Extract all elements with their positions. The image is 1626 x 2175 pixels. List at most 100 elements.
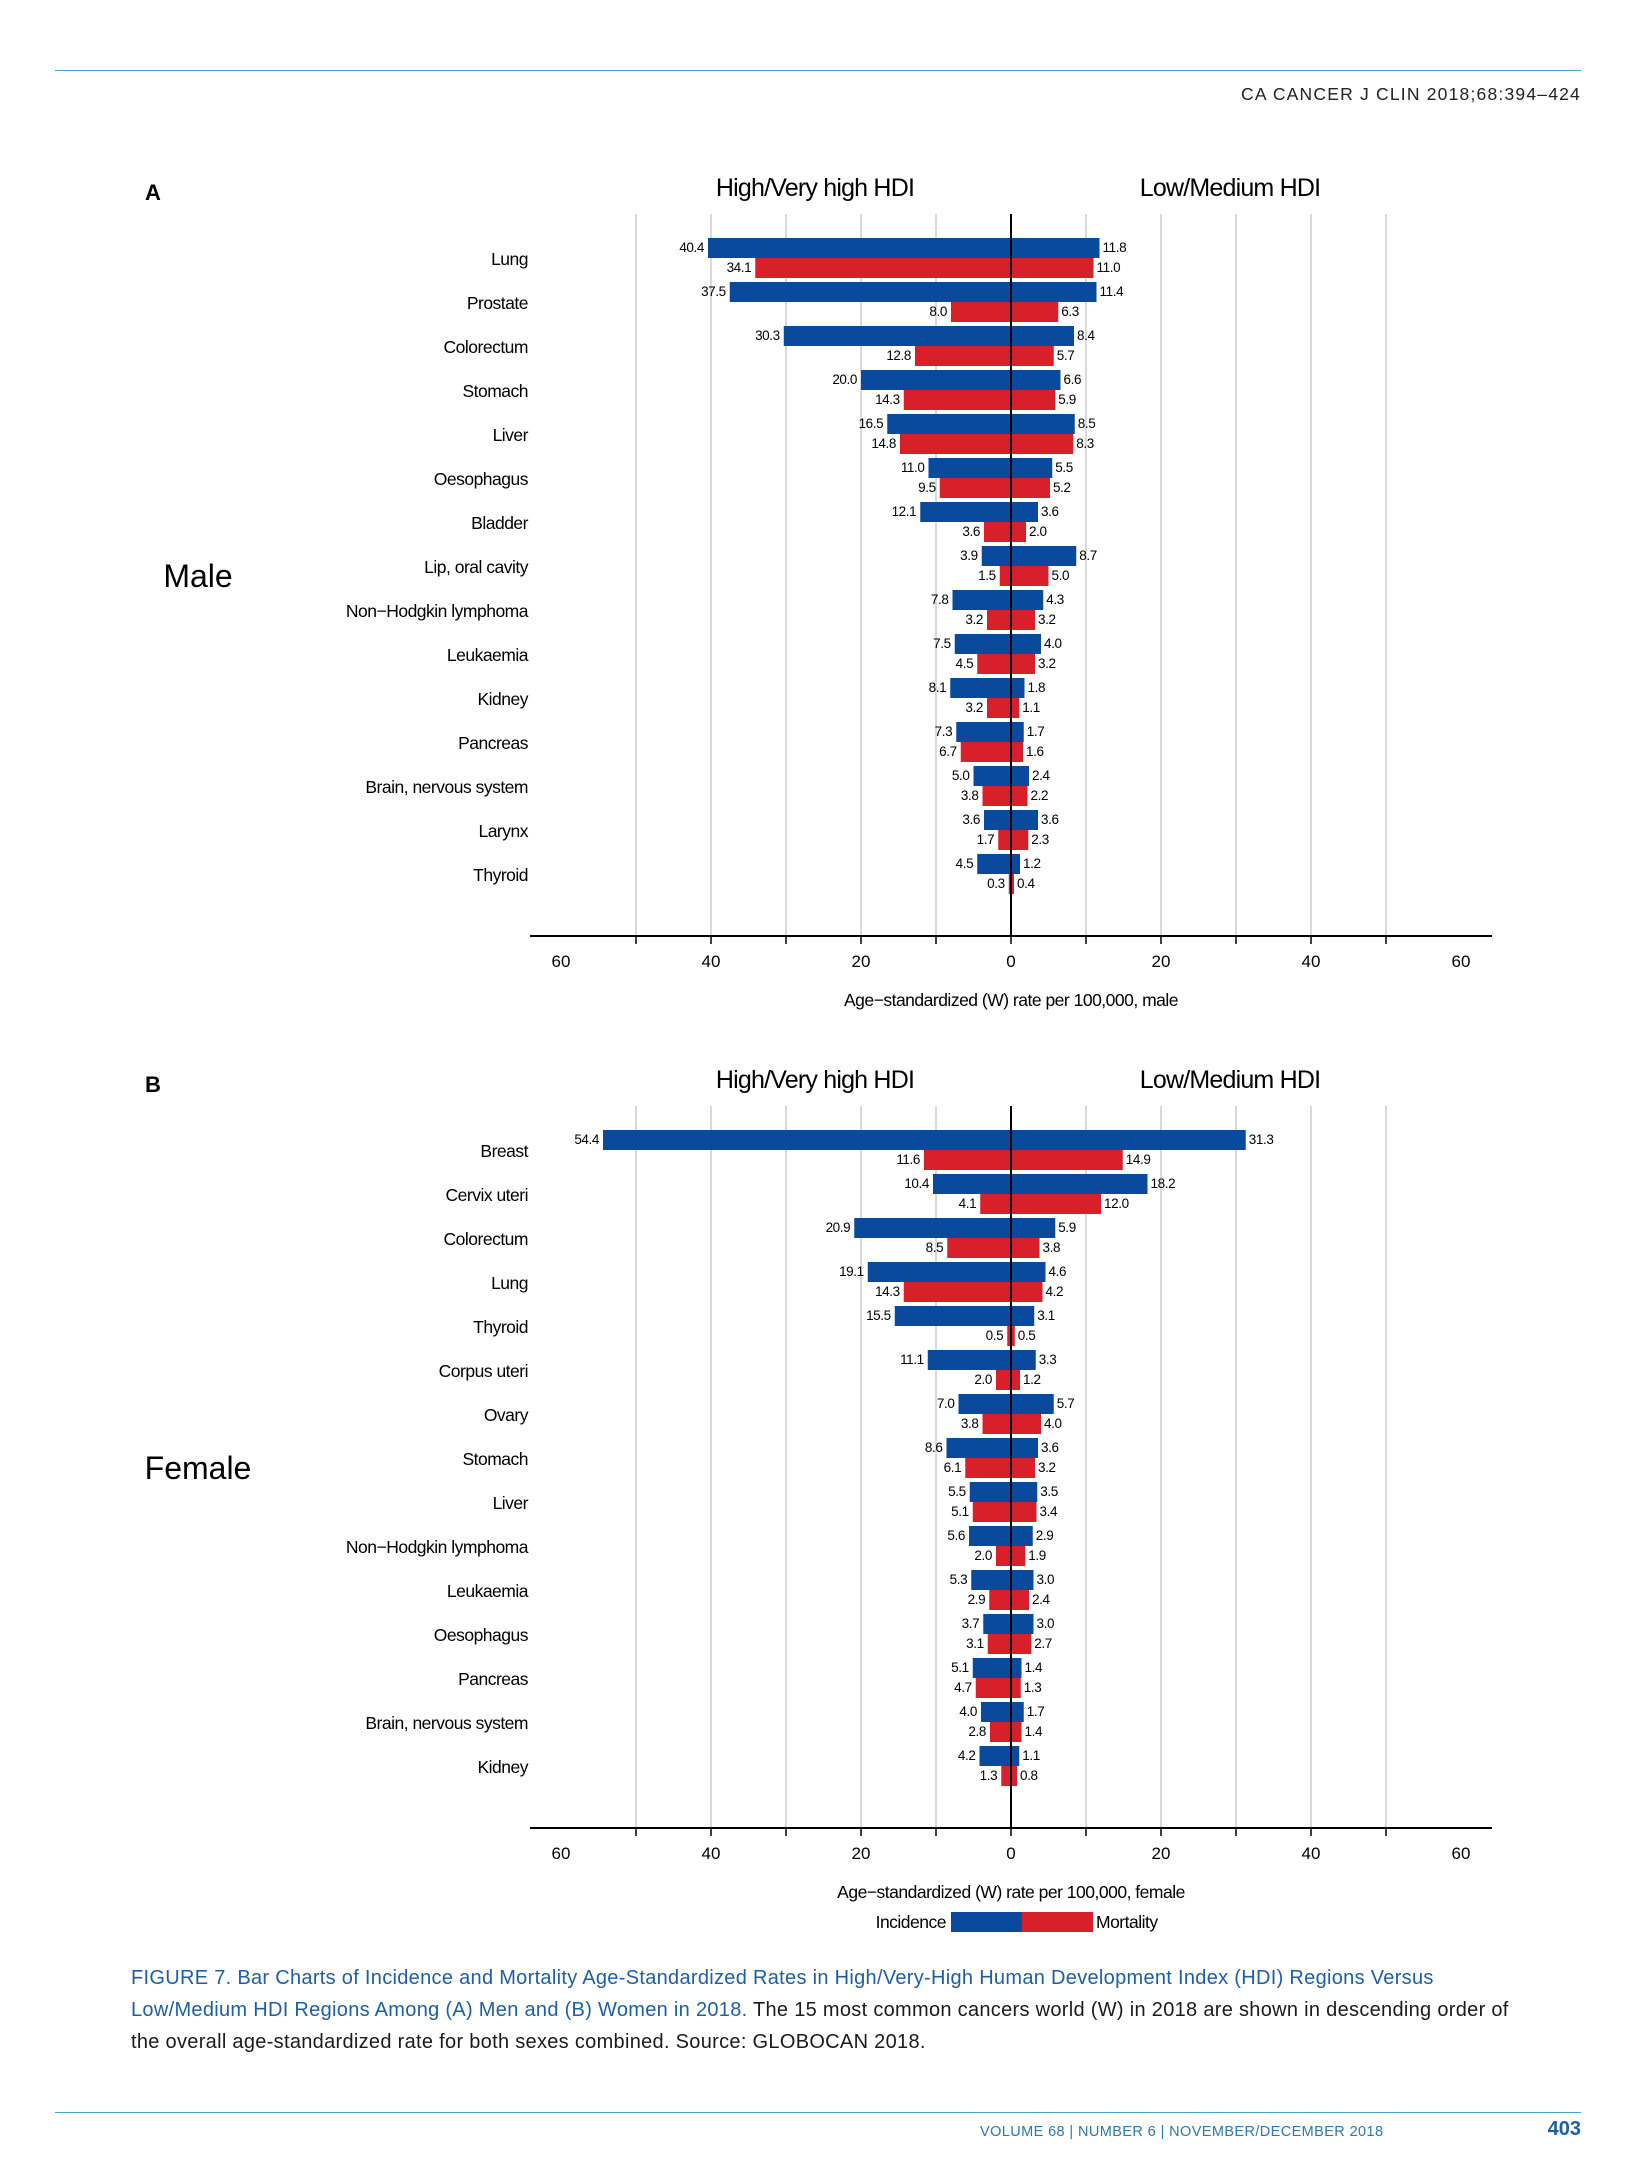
data-label: 6.7: [939, 744, 957, 759]
bar-incidence-high-hdi: [933, 1174, 1011, 1194]
data-label: 3.2: [965, 700, 983, 715]
data-label: 8.0: [929, 304, 947, 319]
data-label: 7.5: [933, 636, 951, 651]
x-axis-label: Age−standardized (W) rate per 100,000, f…: [837, 1882, 1185, 1902]
bar-mortality-high-hdi: [996, 1370, 1011, 1390]
bar-mortality-high-hdi: [980, 1194, 1011, 1214]
data-label: 8.4: [1077, 328, 1095, 343]
bar-incidence-high-hdi: [984, 810, 1011, 830]
data-label: 12.0: [1104, 1196, 1129, 1211]
bar-incidence-low-hdi: [1011, 1658, 1022, 1678]
bar-incidence-high-hdi: [956, 722, 1011, 742]
bar-mortality-high-hdi: [972, 1502, 1011, 1522]
bar-mortality-low-hdi: [1011, 258, 1094, 278]
data-label: 6.1: [944, 1460, 962, 1475]
data-label: 3.8: [961, 788, 979, 803]
data-label: 11.0: [1097, 260, 1121, 275]
bar-mortality-high-hdi: [989, 1590, 1011, 1610]
data-label: 4.5: [956, 856, 974, 871]
bar-mortality-high-hdi: [982, 1414, 1011, 1434]
bar-mortality-low-hdi: [1011, 654, 1035, 674]
bar-mortality-low-hdi: [1011, 478, 1050, 498]
category-label: Brain, nervous system: [365, 1713, 528, 1733]
data-label: 20.0: [832, 372, 857, 387]
sex-label: Male: [163, 558, 232, 594]
data-label: 12.8: [886, 348, 911, 363]
data-label: 1.1: [1022, 1748, 1040, 1763]
data-label: 3.6: [962, 524, 980, 539]
bar-incidence-high-hdi: [971, 1570, 1011, 1590]
tick-label: 0: [1006, 1844, 1015, 1863]
bar-incidence-high-hdi: [729, 282, 1011, 302]
bar-mortality-low-hdi: [1011, 1150, 1123, 1170]
bar-mortality-low-hdi: [1011, 1458, 1035, 1478]
bar-mortality-low-hdi: [1011, 1546, 1026, 1566]
tick-label: 60: [552, 1844, 571, 1863]
bar-mortality-high-hdi: [1001, 1766, 1011, 1786]
tick-label: 20: [852, 952, 871, 971]
data-label: 4.0: [959, 1704, 977, 1719]
data-label: 3.3: [1039, 1352, 1057, 1367]
bar-incidence-low-hdi: [1011, 1130, 1246, 1150]
x-axis-label: Age−standardized (W) rate per 100,000, m…: [844, 990, 1178, 1010]
data-label: 3.7: [962, 1616, 980, 1631]
bar-incidence-low-hdi: [1011, 678, 1025, 698]
tick-label: 60: [1452, 1844, 1471, 1863]
bar-mortality-low-hdi: [1011, 1282, 1043, 1302]
data-label: 5.6: [947, 1528, 965, 1543]
data-label: 20.9: [826, 1220, 851, 1235]
tick-label: 40: [702, 1844, 721, 1863]
bar-incidence-low-hdi: [1011, 590, 1044, 610]
data-label: 2.9: [1036, 1528, 1054, 1543]
caption-title: FIGURE 7. Bar Charts of Incidence and Mo…: [131, 1967, 1434, 2021]
category-label: Thyroid: [473, 865, 528, 885]
bar-mortality-high-hdi: [987, 610, 1011, 630]
bar-incidence-low-hdi: [1011, 810, 1038, 830]
data-label: 8.5: [1078, 416, 1096, 431]
page-number: 403: [1547, 2118, 1581, 2140]
data-label: 6.3: [1061, 304, 1079, 319]
data-label: 1.6: [1026, 744, 1044, 759]
category-label: Breast: [480, 1141, 528, 1161]
bar-incidence-low-hdi: [1011, 1746, 1020, 1766]
footer-rule: [55, 2112, 1581, 2113]
data-label: 0.5: [986, 1328, 1004, 1343]
bar-incidence-high-hdi: [854, 1218, 1011, 1238]
bar-mortality-high-hdi: [947, 1238, 1011, 1258]
tick-label: 40: [1302, 1844, 1321, 1863]
bar-incidence-high-hdi: [928, 458, 1011, 478]
bar-mortality-low-hdi: [1011, 1590, 1029, 1610]
data-label: 4.2: [1046, 1284, 1064, 1299]
bar-mortality-low-hdi: [1011, 874, 1014, 894]
data-label: 5.3: [950, 1572, 968, 1587]
data-label: 1.3: [980, 1768, 998, 1783]
bar-incidence-high-hdi: [708, 238, 1011, 258]
bar-incidence-high-hdi: [894, 1306, 1011, 1326]
bar-incidence-low-hdi: [1011, 854, 1020, 874]
bar-incidence-low-hdi: [1011, 1218, 1056, 1238]
data-label: 3.0: [1037, 1616, 1055, 1631]
category-label: Pancreas: [458, 1669, 529, 1689]
data-label: 5.9: [1058, 1220, 1076, 1235]
category-label: Stomach: [462, 1449, 528, 1469]
bar-mortality-high-hdi: [951, 302, 1011, 322]
category-label: Leukaemia: [447, 645, 529, 665]
data-label: 3.6: [1041, 504, 1059, 519]
bar-incidence-high-hdi: [783, 326, 1011, 346]
bar-incidence-high-hdi: [603, 1130, 1011, 1150]
data-label: 3.6: [962, 812, 980, 827]
category-label: Colorectum: [444, 1229, 528, 1249]
left-region-title: High/Very high HDI: [716, 1066, 914, 1094]
data-label: 1.7: [1027, 724, 1045, 739]
bar-mortality-high-hdi: [755, 258, 1011, 278]
data-label: 3.1: [1037, 1308, 1055, 1323]
data-label: 8.7: [1079, 548, 1097, 563]
data-label: 1.5: [978, 568, 996, 583]
data-label: 4.6: [1049, 1264, 1067, 1279]
data-label: 5.1: [951, 1660, 969, 1675]
tick-label: 0: [1006, 952, 1015, 971]
data-label: 11.4: [1100, 284, 1125, 299]
data-label: 1.2: [1023, 856, 1041, 871]
bar-mortality-high-hdi: [939, 478, 1011, 498]
bar-mortality-low-hdi: [1011, 1326, 1015, 1346]
